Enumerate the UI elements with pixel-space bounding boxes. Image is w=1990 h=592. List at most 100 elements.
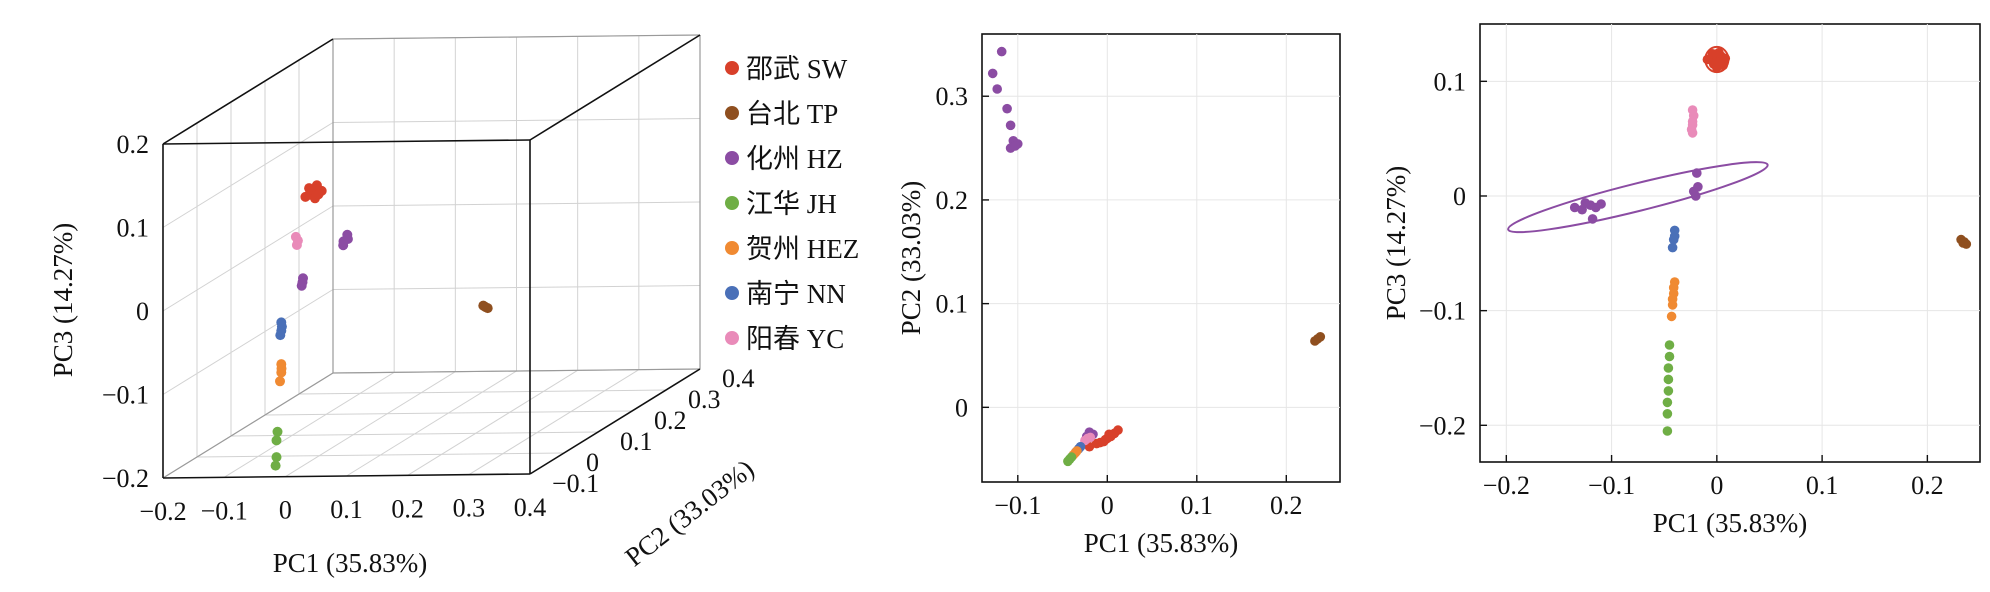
point-hz [992, 84, 1002, 94]
point-3d-hez [275, 376, 285, 387]
point-hz [1002, 103, 1012, 114]
legend-marker-hz [725, 151, 739, 165]
x-tick-label: 0 [1710, 471, 1723, 500]
x-tick-label: 0.1 [1806, 471, 1839, 500]
pc1-pc3-grid [1480, 24, 1980, 462]
3d-x-tick: 0.1 [330, 495, 363, 524]
x-tick-label: −0.1 [994, 491, 1041, 520]
side-grid-line [162, 122, 334, 228]
point-sw [1715, 57, 1725, 67]
legend-label-jh: 江华 JH [746, 189, 837, 219]
point-3d-hez [276, 363, 287, 374]
point-3d-hz [338, 236, 349, 247]
floor-grid-line [468, 369, 640, 476]
box-edge [162, 473, 531, 479]
point-tp [1958, 238, 1968, 248]
point-jh [1662, 426, 1673, 436]
point-jh [1662, 409, 1673, 419]
point-hz [1688, 186, 1699, 197]
pc1-pc3-plot-frame [1479, 23, 1981, 463]
pc1-pc3-x-axis-label: PC1 (35.83%) [1653, 508, 1808, 538]
point-hz [1587, 214, 1598, 224]
point-3d-sw [313, 189, 324, 200]
3d-y-tick: 0.2 [654, 406, 687, 435]
back-grid-line [332, 285, 701, 290]
point-jh [1663, 374, 1674, 385]
pc1-pc2-ticks: −0.1 0 0.1 0.2 0 0.1 0.2 0.3 [936, 82, 1303, 520]
3d-box-frame [162, 34, 701, 479]
3d-x-tick: −0.1 [201, 496, 248, 525]
point-jh [1662, 397, 1673, 408]
legend-label-hz: 化州 HZ [746, 144, 843, 174]
x-tick-label: 0.2 [1270, 491, 1303, 520]
legend-marker-tp [725, 106, 739, 120]
box-edge [162, 372, 334, 479]
legend-label-yc: 阳春 YC [746, 324, 844, 354]
point-yc [1687, 120, 1698, 130]
3d-z-tick: −0.1 [102, 381, 149, 410]
3d-z-tick: 0.1 [117, 214, 150, 243]
point-3d-yc [292, 235, 303, 246]
legend: 邵武 SW 台北 TP 化州 HZ 江华 JH 贺州 HEZ 南宁 NN 阳春 YC [725, 54, 859, 354]
point-jh [1663, 386, 1674, 396]
3d-y-tick: 0.4 [722, 364, 755, 393]
point-3d-sw [300, 191, 311, 202]
point-hz [1005, 120, 1016, 131]
3d-x-axis-label: PC1 (35.83%) [273, 548, 428, 578]
point-3d-jh [270, 460, 281, 471]
point-nn [1669, 231, 1680, 241]
3d-y-tick: 0 [586, 448, 599, 477]
3d-back-grid [332, 34, 701, 374]
back-grid-line [332, 118, 701, 123]
legend-label-hez: 贺州 HEZ [746, 234, 859, 264]
pc1-pc3-panel: −0.2 −0.1 0 0.1 0.2 −0.2 −0.1 0 0.1 PC1 (35.83%)… [1381, 23, 1981, 538]
box-edge [529, 34, 701, 141]
box-edge [332, 34, 701, 40]
pc1-pc3-points [1569, 47, 1972, 436]
point-sw [1100, 434, 1111, 445]
point-hz [1569, 202, 1580, 213]
x-tick-label: 0 [1101, 491, 1114, 520]
point-3d-nn [276, 321, 287, 332]
point-3d-jh [272, 426, 283, 437]
point-sw [1707, 49, 1718, 59]
3d-y-tick: 0.1 [620, 427, 653, 456]
side-grid-line [162, 205, 334, 312]
point-nn [1667, 242, 1678, 253]
3d-tick-labels: −0.2 −0.1 0 0.1 0.2 0.3 0.4−0.100.10.20.30.4−0… [102, 130, 755, 526]
box-edge [162, 139, 531, 145]
3d-x-tick: 0.3 [453, 494, 486, 523]
legend-label-tp: 台北 TP [746, 99, 838, 129]
point-hez [1668, 282, 1679, 293]
point-hz [1596, 199, 1606, 209]
3d-z-axis-label: PC3 (14.27%) [48, 223, 78, 378]
point-hz [996, 46, 1007, 57]
point-tp [1310, 336, 1320, 346]
pc1-pc2-y-axis-label: PC2 (33.03%) [896, 181, 926, 336]
point-hz [1692, 168, 1702, 178]
pc1-pc3-ellipses [1507, 45, 1769, 234]
3d-y-axis-label: PC2 (33.03%) [619, 454, 759, 573]
legend-marker-hez [725, 241, 739, 255]
side-grid-line [162, 289, 334, 395]
3d-x-tick: 0.4 [514, 493, 547, 522]
point-3d-hz [297, 277, 308, 288]
pca-3d-panel: −0.2 −0.1 0 0.1 0.2 0.3 0.4−0.100.10.20.30.4−0… [48, 34, 760, 578]
point-hz [1010, 141, 1020, 151]
pc1-pc2-x-axis-label: PC1 (35.83%) [1084, 528, 1239, 558]
point-hz [987, 68, 998, 79]
y-tick-label: 0 [1453, 182, 1466, 211]
confidence-ellipse-hz [1507, 161, 1769, 234]
3d-z-tick: 0.2 [117, 130, 150, 159]
point-yc [1085, 432, 1096, 443]
floor-grid-line [298, 389, 667, 395]
pc1-pc2-grid [982, 34, 1340, 482]
floor-grid-line [264, 410, 633, 416]
legend-marker-nn [725, 286, 739, 300]
point-yc [1688, 110, 1699, 121]
3d-y-tick: −0.1 [552, 469, 599, 498]
legend-label-sw: 邵武 SW [746, 54, 848, 84]
floor-grid-line [407, 369, 578, 476]
3d-side-grid [162, 38, 334, 479]
